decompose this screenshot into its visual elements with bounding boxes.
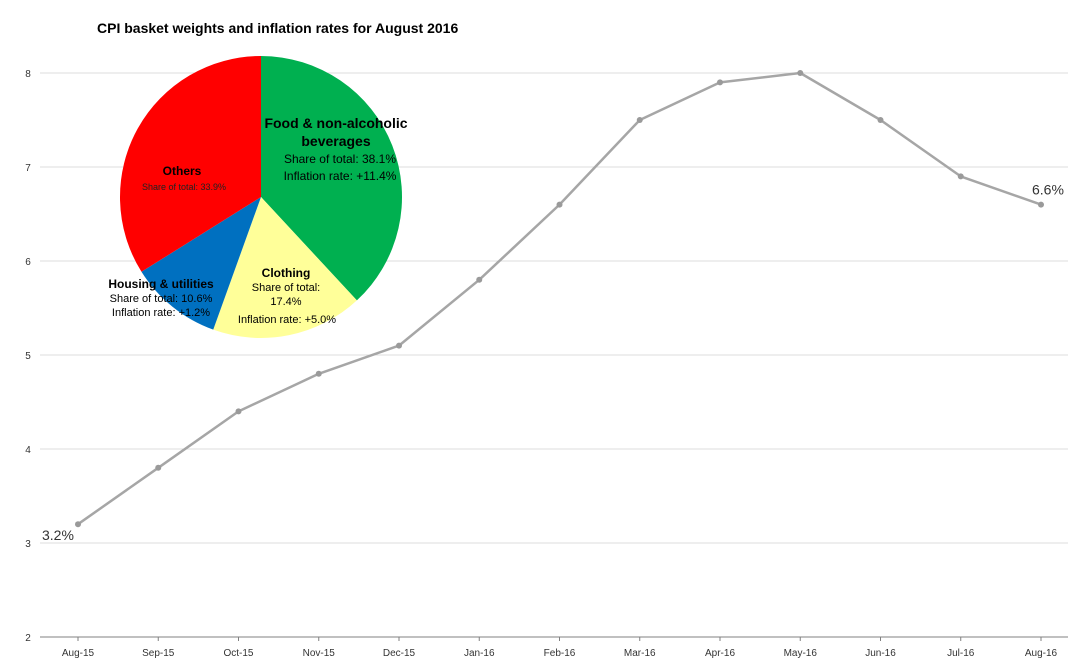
x-tick-label: Sep-15: [142, 648, 175, 659]
housing-label-line1: Housing & utilities: [108, 277, 214, 291]
others-share: Share of total: 33.9%: [142, 182, 226, 192]
x-tick-label: Jul-16: [947, 648, 975, 659]
y-tick-label: 7: [25, 163, 31, 174]
y-axis-ticks: 2 3 4 5 6 7 8: [25, 69, 31, 644]
data-point: [396, 342, 402, 349]
data-point: [1038, 201, 1044, 208]
x-tick-label: Feb-16: [544, 648, 576, 659]
y-tick-label: 6: [25, 257, 31, 268]
clothing-inflation: Inflation rate: +5.0%: [238, 314, 336, 326]
data-point: [636, 117, 643, 123]
x-tick-label: Aug-15: [62, 648, 95, 659]
data-point: [957, 173, 964, 180]
pie-slice-clothing: [213, 197, 357, 338]
data-point: [315, 370, 322, 377]
pie-label-food: Food & non-alcoholic beverages Share of …: [264, 115, 407, 183]
x-axis: Aug-15 Sep-15 Oct-15 Nov-15 Dec-15 Jan-16 Feb-…: [40, 636, 1068, 659]
x-tick-label: Apr-16: [705, 648, 735, 659]
x-tick-label: Jan-16: [464, 648, 495, 659]
pie-slice-housing: [141, 197, 261, 330]
data-point: [155, 464, 162, 471]
data-point: [797, 70, 804, 76]
food-label-line2: beverages: [301, 133, 370, 149]
last-value-label: 6.6%: [1032, 182, 1064, 198]
clothing-share: 17.4%: [270, 296, 301, 308]
inflation-series: [75, 70, 1044, 528]
clothing-label-line1: Clothing: [262, 266, 311, 280]
food-label-line1: Food & non-alcoholic: [264, 115, 407, 131]
pie-label-others: Others Share of total: 33.9%: [142, 164, 226, 192]
pie-slice-others: [120, 56, 261, 272]
basket-weights-pie: [120, 56, 403, 338]
others-label-line1: Others: [163, 164, 202, 178]
pie-label-housing: Housing & utilities Share of total: 10.6…: [108, 277, 214, 319]
housing-inflation: Inflation rate: +1.2%: [112, 307, 210, 319]
data-point: [235, 408, 242, 415]
data-point: [717, 79, 723, 86]
pie-label-clothing: Clothing Share of total: 17.4% Inflation…: [238, 266, 336, 326]
x-tick-label: Aug-16: [1025, 648, 1058, 659]
x-tick-label: Oct-15: [223, 648, 253, 659]
data-point: [556, 201, 563, 208]
data-point: [476, 276, 483, 283]
x-tick-label: Mar-16: [624, 648, 656, 659]
y-tick-label: 3: [25, 539, 31, 550]
x-tick-label: Jun-16: [865, 648, 896, 659]
chart-title: CPI basket weights and inflation rates f…: [97, 20, 458, 36]
first-value-label: 3.2%: [42, 527, 74, 543]
y-tick-label: 5: [25, 351, 31, 362]
data-point: [877, 117, 884, 123]
x-tick-label: Nov-15: [303, 648, 336, 659]
clothing-label-line2: Share of total:: [252, 282, 321, 294]
y-tick-label: 2: [25, 633, 31, 644]
data-point: [75, 521, 81, 528]
x-tick-label: Dec-15: [383, 648, 416, 659]
food-inflation: Inflation rate: +11.4%: [284, 169, 397, 183]
x-tick-label: May-16: [784, 648, 818, 659]
y-tick-label: 8: [25, 69, 31, 80]
food-share: Share of total: 38.1%: [284, 152, 396, 166]
pie-slice-food: [261, 56, 403, 301]
housing-share: Share of total: 10.6%: [110, 293, 213, 305]
y-tick-label: 4: [25, 445, 31, 456]
